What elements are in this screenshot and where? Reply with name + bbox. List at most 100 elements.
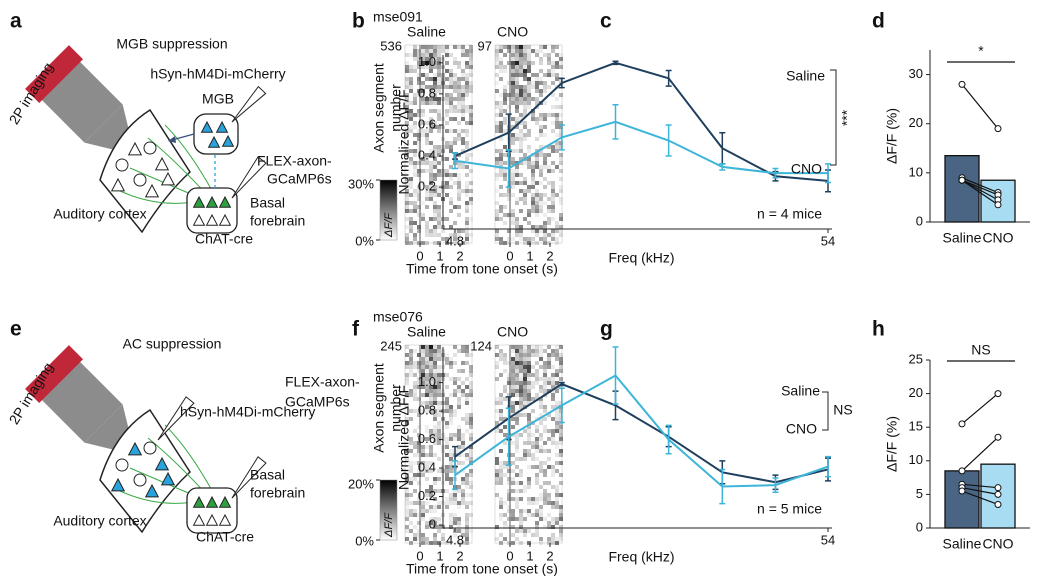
heatmap-cell [507,393,511,397]
heatmap-cell [453,117,457,121]
heatmap-cell [425,65,429,69]
heatmap-cell [511,181,515,185]
heatmap-cell [453,377,457,381]
heatmap-cell [519,61,523,65]
heatmap-cell [461,149,465,153]
heatmap-cell [457,129,461,133]
heatmap-cell [437,53,441,57]
heatmap-cell [535,445,539,449]
heatmap-cell [457,133,461,137]
heatmap-cell [425,61,429,65]
heatmap-cell [535,465,539,469]
heatmap-cell [457,521,461,525]
heatmap-cell [499,129,503,133]
heatmap-cell [409,69,413,73]
heatmap-cell [445,141,449,145]
heatmap-cell [405,449,409,453]
heatmap-cell [409,393,413,397]
heatmap-cell [543,161,547,165]
heatmap-cell [457,445,461,449]
heatmap-cell [465,353,469,357]
heatmap-cell [519,89,523,93]
heatmap-cell [461,529,465,533]
heatmap-cell [445,373,449,377]
heatmap-cell [417,49,421,53]
axon [164,124,216,197]
heatmap-cell [469,425,473,429]
heatmap-cell [543,369,547,373]
heatmap-cell [543,45,547,49]
heatmap-cell [445,425,449,429]
heatmap-cell [519,53,523,57]
heatmap-cell [531,117,535,121]
heatmap-cell [511,101,515,105]
bar [944,155,980,223]
heatmap-cell [555,445,559,449]
heatmap-cell [457,229,461,233]
heatmap-cell [433,385,437,389]
heatmap-cell [405,393,409,397]
heatmap-cell [465,237,469,241]
heatmap-cell [559,61,563,65]
heatmap-cell [523,429,527,433]
heatmap-cell [495,409,499,413]
heatmap-cell [429,445,433,449]
heatmap-cell [433,361,437,365]
heatmap-cell [465,537,469,541]
heatmap-cell [515,133,519,137]
heatmap-cell [429,197,433,201]
heatmap-cell [515,381,519,385]
virus-label: hSyn-hM4Di-mCherry [180,404,315,420]
heatmap-cell [405,85,409,89]
heatmap-cell [433,57,437,61]
heatmap-cell [465,141,469,145]
heatmap-cell [503,441,507,445]
x-axis-label: Time from tone onset (s) [406,261,558,277]
heatmap-cell [469,381,473,385]
heatmap-cell [559,185,563,189]
heatmap-cell [499,353,503,357]
heatmap-cell [449,73,453,77]
heatmap-cell [535,73,539,77]
heatmap-cell [499,465,503,469]
heatmap-cell [441,49,445,53]
heatmap-cell [449,357,453,361]
heatmap-cell [495,101,499,105]
heatmap-cell [523,533,527,537]
heatmap-cell [449,197,453,201]
heatmap-cell [465,229,469,233]
heatmap-cell [507,97,511,101]
heatmap-cell [417,461,421,465]
heatmap-cell [425,493,429,497]
heatmap-cell [409,181,413,185]
heatmap-cell [527,101,531,105]
heatmap-cell [499,49,503,53]
heatmap-cell [465,505,469,509]
heatmap-cell [421,541,425,545]
heatmap-cell [417,369,421,373]
heatmap-cell [547,521,551,525]
heatmap-cell [453,81,457,85]
heatmap-cell [499,237,503,241]
heatmap-cell [559,133,563,137]
heatmap-cell [465,145,469,149]
heatmap-cell [465,349,469,353]
heatmap-cell [405,509,409,513]
heatmap-cell [515,85,519,89]
objective-cap [25,345,84,404]
heatmap-cell [555,113,559,117]
heatmap-cell [551,501,555,505]
heatmap-cell [499,449,503,453]
heatmap-cell [543,365,547,369]
heatmap-cell [523,113,527,117]
heatmap-cell [519,45,523,49]
heatmap-cell [535,181,539,185]
heatmap-cell [539,145,543,149]
heatmap-cell [515,93,519,97]
heatmap-cell [457,197,461,201]
heatmap-cell [495,461,499,465]
heatmap-cell [461,437,465,441]
heatmap-cell [511,361,515,365]
heatmap-cell [409,109,413,113]
heatmap-cell [555,357,559,361]
